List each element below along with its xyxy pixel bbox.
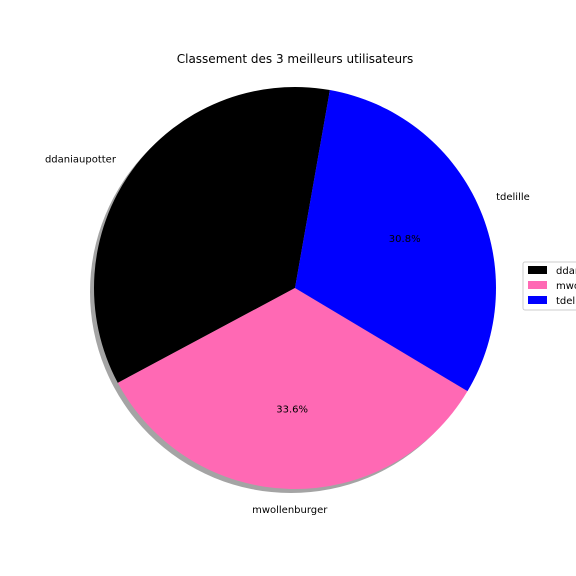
slice-percent-tdelille: 30.8% [389,234,421,245]
slice-label-mwollenburger: mwollenburger [252,505,328,516]
pie-slice-tdelille [295,90,496,392]
legend-label-ddaniaupotter: ddan [556,266,576,277]
legend-swatch-tdelille [528,296,547,304]
legend-label-tdelille: tdeli [556,296,576,307]
pie-labels: ddaniaupotter mwollenburger 33.6% tdelille 3… [45,154,530,516]
legend-swatch-ddaniaupotter [528,266,547,274]
pie-slice-mwollenburger [117,288,468,489]
slice-label-tdelille: tdelille [496,192,530,203]
pie-slices [93,86,496,489]
legend: ddan mwo tdeli [522,261,576,311]
legend-label-mwollenburger: mwo [556,281,576,292]
pie-slice-ddaniaupotter [93,86,330,383]
legend-swatch-mwollenburger [528,281,547,289]
slice-percent-mwollenburger: 33.6% [276,405,308,416]
chart-title: Classement des 3 meilleurs utilisateurs [177,52,414,66]
slice-label-ddaniaupotter: ddaniaupotter [45,154,117,165]
